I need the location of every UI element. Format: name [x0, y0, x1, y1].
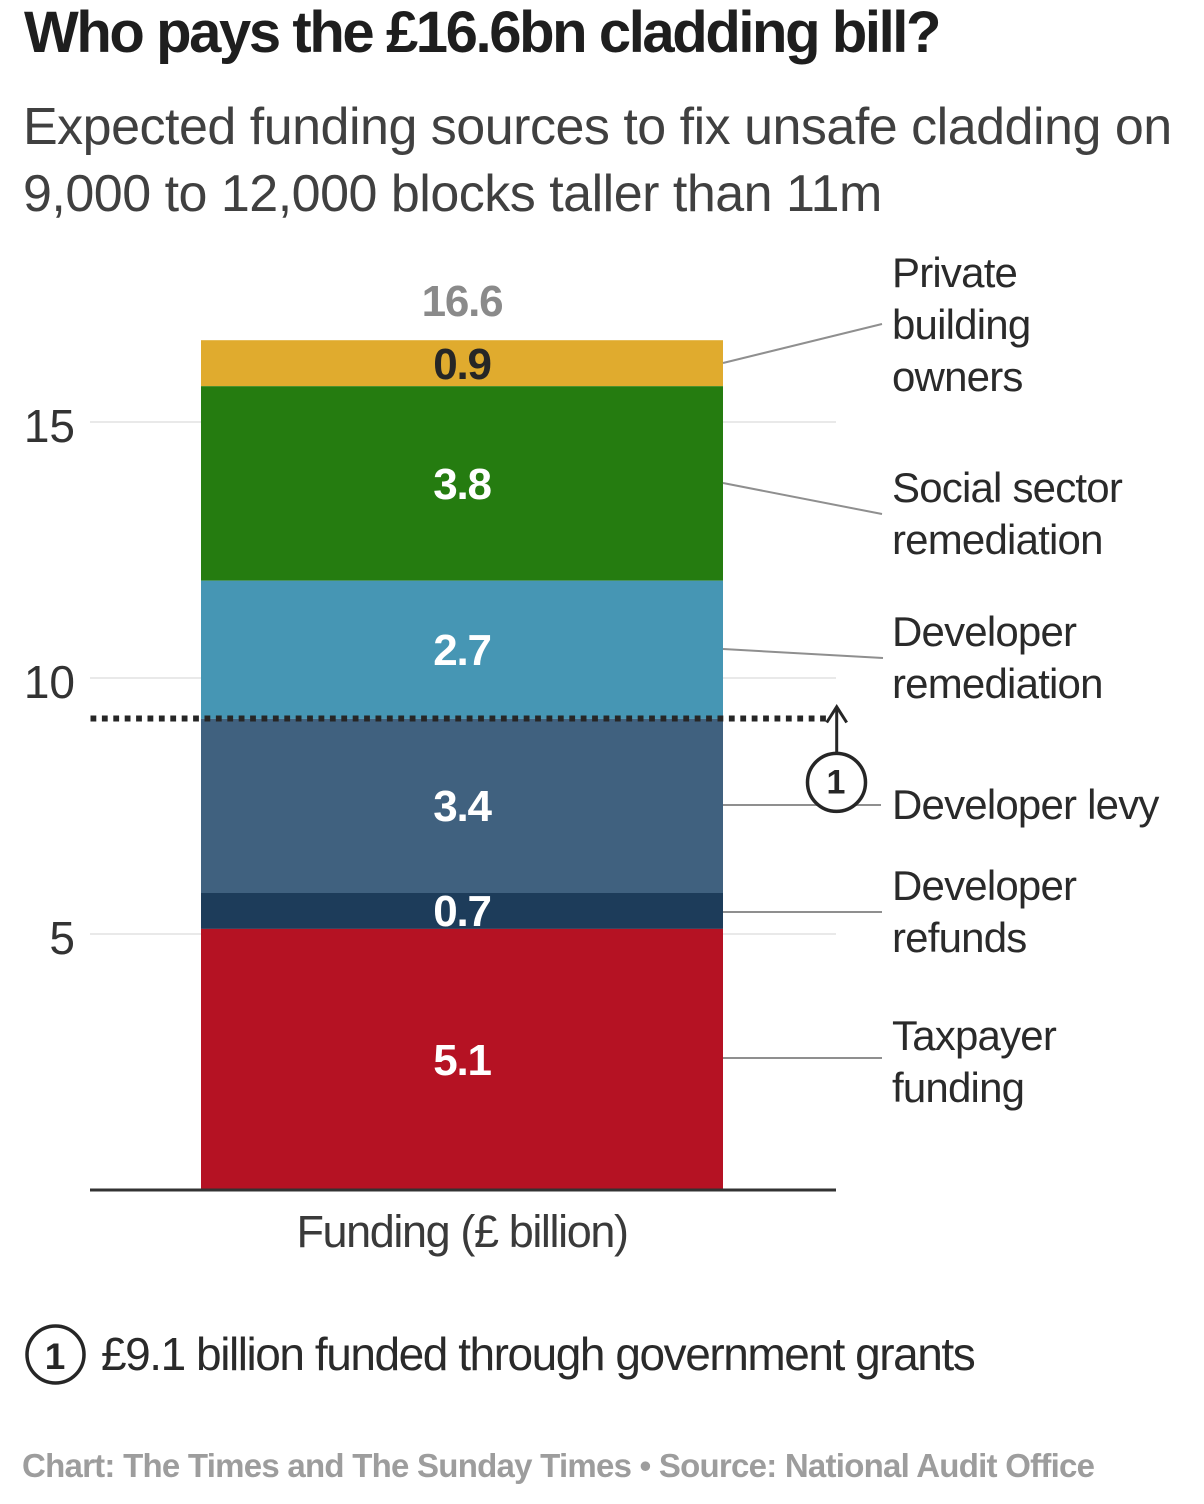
svg-text:16.6: 16.6: [422, 277, 503, 326]
svg-text:5.1: 5.1: [433, 1036, 491, 1085]
svg-text:owners: owners: [892, 353, 1023, 400]
svg-text:10: 10: [24, 656, 75, 708]
svg-text:15: 15: [24, 400, 75, 452]
svg-text:Taxpayer: Taxpayer: [892, 1012, 1057, 1059]
svg-text:5: 5: [49, 912, 75, 964]
svg-text:funding: funding: [892, 1064, 1024, 1111]
svg-text:Developer: Developer: [892, 862, 1077, 909]
svg-text:1: 1: [45, 1336, 66, 1377]
svg-text:Expected funding sources to fi: Expected funding sources to fix unsafe c…: [23, 98, 1172, 156]
svg-text:£9.1 billion funded through go: £9.1 billion funded through government g…: [101, 1328, 975, 1380]
svg-text:0.7: 0.7: [433, 887, 491, 936]
svg-text:Social sector: Social sector: [892, 464, 1123, 511]
svg-text:remediation: remediation: [892, 516, 1103, 563]
svg-text:Developer levy: Developer levy: [892, 781, 1159, 828]
svg-text:1: 1: [827, 764, 846, 802]
svg-text:Chart: The Times and The Sunda: Chart: The Times and The Sunday Times • …: [22, 1447, 1095, 1484]
svg-text:Funding (£ billion): Funding (£ billion): [296, 1206, 627, 1257]
svg-text:Who pays the £16.6bn cladding: Who pays the £16.6bn cladding bill?: [24, 0, 939, 65]
svg-text:remediation: remediation: [892, 660, 1103, 707]
svg-text:building: building: [892, 301, 1030, 348]
svg-text:0.9: 0.9: [433, 340, 491, 389]
svg-text:2.7: 2.7: [433, 626, 491, 675]
svg-text:3.4: 3.4: [433, 782, 492, 831]
svg-text:3.8: 3.8: [433, 460, 491, 509]
svg-text:Developer: Developer: [892, 608, 1077, 655]
svg-text:Private: Private: [892, 249, 1017, 296]
svg-text:refunds: refunds: [892, 914, 1027, 961]
svg-text:9,000 to 12,000 blocks taller: 9,000 to 12,000 blocks taller than 11m: [23, 165, 882, 223]
